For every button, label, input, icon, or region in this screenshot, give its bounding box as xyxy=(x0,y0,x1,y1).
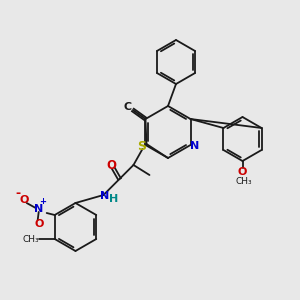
Text: N: N xyxy=(190,141,199,151)
Text: O: O xyxy=(19,195,28,205)
Text: O: O xyxy=(238,167,247,177)
Text: -: - xyxy=(15,188,20,200)
Text: CH₃: CH₃ xyxy=(235,176,252,185)
Text: C: C xyxy=(124,102,132,112)
Text: O: O xyxy=(34,219,43,229)
Text: S: S xyxy=(137,140,146,154)
Text: H: H xyxy=(109,194,118,204)
Text: O: O xyxy=(106,159,116,172)
Text: N: N xyxy=(100,191,109,201)
Text: N: N xyxy=(34,204,43,214)
Text: CH₃: CH₃ xyxy=(22,235,39,244)
Text: +: + xyxy=(39,197,46,206)
